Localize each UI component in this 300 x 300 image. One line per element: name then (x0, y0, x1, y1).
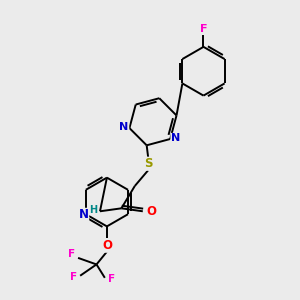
Text: O: O (146, 205, 156, 218)
Text: S: S (144, 157, 152, 170)
Text: F: F (108, 274, 115, 284)
Text: N: N (171, 134, 180, 143)
Text: N: N (119, 122, 129, 133)
Text: F: F (68, 249, 75, 259)
Text: F: F (200, 24, 207, 34)
Text: N: N (79, 208, 89, 221)
Text: H: H (89, 205, 98, 215)
Text: O: O (102, 239, 112, 252)
Text: F: F (70, 272, 77, 282)
